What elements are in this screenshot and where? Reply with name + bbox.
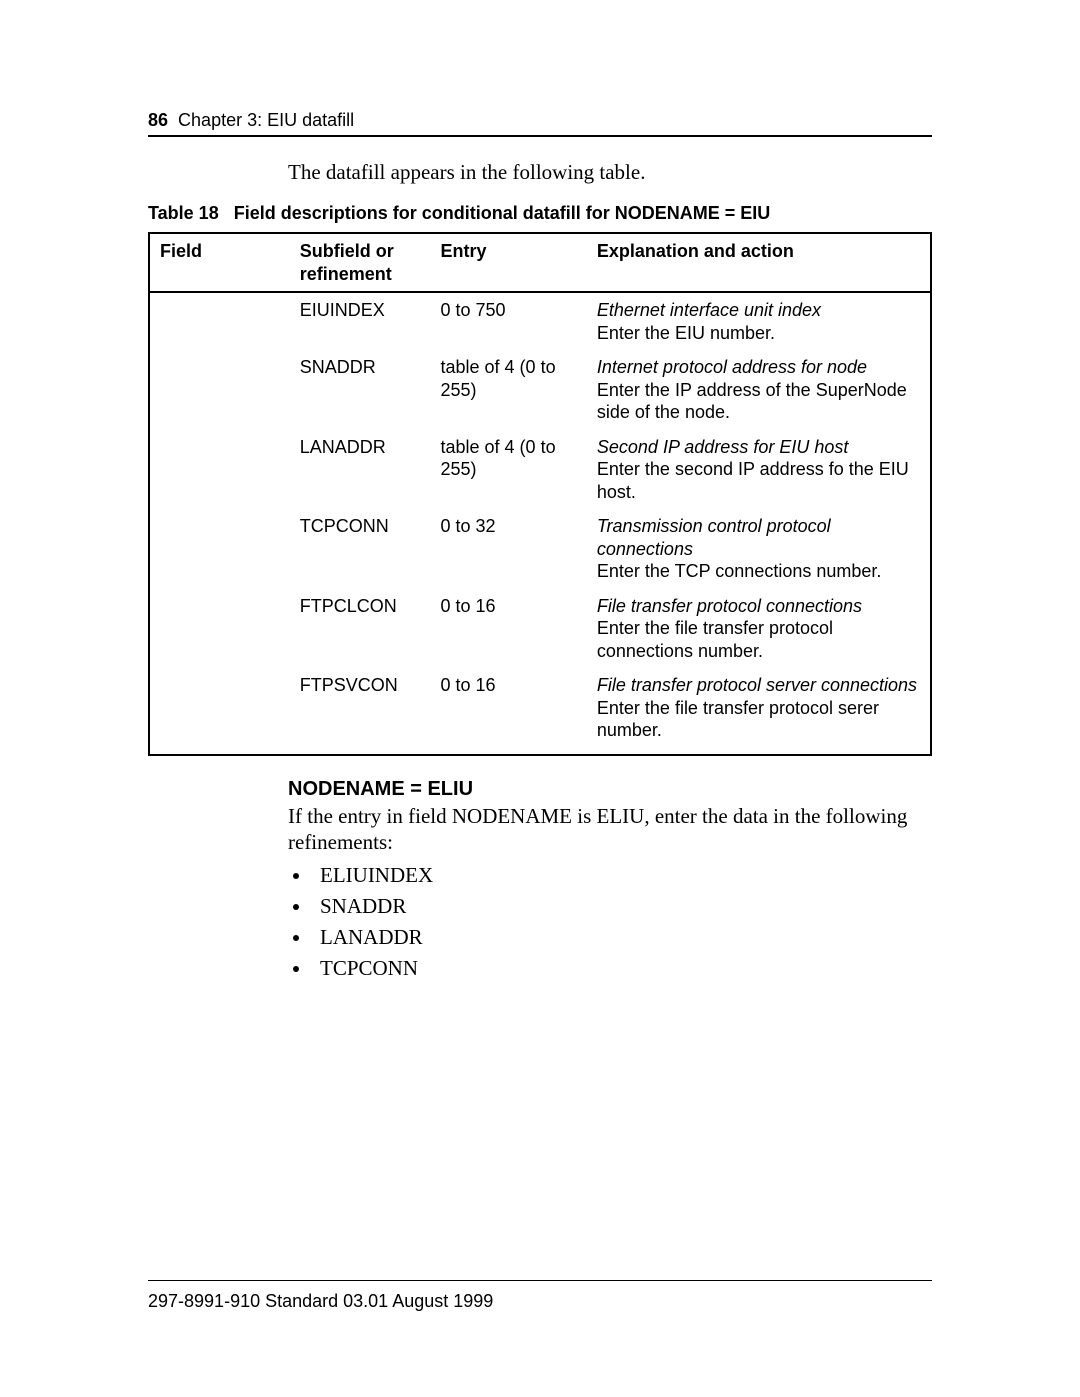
page-container: 86 Chapter 3: EIU datafill The datafill … <box>0 0 1080 1397</box>
col-entry: Entry <box>431 233 587 292</box>
cell-entry: 0 to 16 <box>431 589 587 669</box>
explanation-action: Enter the EIU number. <box>597 323 775 343</box>
table-caption: Table 18 Field descriptions for conditio… <box>148 203 932 224</box>
refinements-list: ELIUINDEX SNADDR LANADDR TCPCONN <box>288 863 932 981</box>
explanation-action: Enter the IP address of the SuperNode si… <box>597 380 907 423</box>
explanation-action: Enter the file transfer protocol serer n… <box>597 698 879 741</box>
cell-entry: 0 to 16 <box>431 668 587 755</box>
cell-explanation: Internet protocol address for node Enter… <box>587 350 931 430</box>
cell-explanation: Transmission control protocol connection… <box>587 509 931 589</box>
explanation-title: Internet protocol address for node <box>597 357 867 377</box>
explanation-action: Enter the file transfer protocol connect… <box>597 618 833 661</box>
list-item: TCPCONN <box>312 956 932 981</box>
cell-entry: table of 4 (0 to 255) <box>431 350 587 430</box>
section-heading: NODENAME = ELIU <box>288 778 932 801</box>
cell-entry: 0 to 32 <box>431 509 587 589</box>
explanation-action: Enter the second IP address fo the EIU h… <box>597 459 909 502</box>
section-paragraph: If the entry in field NODENAME is ELIU, … <box>288 803 932 856</box>
cell-subfield: EIUINDEX <box>290 292 431 350</box>
explanation-action: Enter the TCP connections number. <box>597 561 882 581</box>
cell-field <box>149 350 290 430</box>
cell-entry: 0 to 750 <box>431 292 587 350</box>
list-item: LANADDR <box>312 925 932 950</box>
cell-subfield: FTPSVCON <box>290 668 431 755</box>
col-subfield: Subfield or refinement <box>290 233 431 292</box>
table-row: SNADDR table of 4 (0 to 255) Internet pr… <box>149 350 931 430</box>
cell-field <box>149 292 290 350</box>
cell-subfield: SNADDR <box>290 350 431 430</box>
cell-field <box>149 589 290 669</box>
col-field: Field <box>149 233 290 292</box>
datafill-table: Field Subfield or refinement Entry Expla… <box>148 232 932 756</box>
explanation-title: File transfer protocol connections <box>597 596 862 616</box>
chapter-title: Chapter 3: EIU datafill <box>178 110 354 130</box>
table-row: TCPCONN 0 to 32 Transmission control pro… <box>149 509 931 589</box>
col-explanation: Explanation and action <box>587 233 931 292</box>
table-caption-prefix: Table 18 <box>148 203 219 223</box>
list-item: ELIUINDEX <box>312 863 932 888</box>
cell-explanation: Ethernet interface unit index Enter the … <box>587 292 931 350</box>
list-item: SNADDR <box>312 894 932 919</box>
cell-subfield: LANADDR <box>290 430 431 510</box>
table-row: LANADDR table of 4 (0 to 255) Second IP … <box>149 430 931 510</box>
cell-subfield: TCPCONN <box>290 509 431 589</box>
cell-explanation: File transfer protocol server connection… <box>587 668 931 755</box>
intro-paragraph: The datafill appears in the following ta… <box>288 159 932 185</box>
footer-text: 297-8991-910 Standard 03.01 August 1999 <box>148 1291 493 1311</box>
explanation-title: Second IP address for EIU host <box>597 437 848 457</box>
cell-field <box>149 509 290 589</box>
table-row: FTPCLCON 0 to 16 File transfer protocol … <box>149 589 931 669</box>
cell-explanation: Second IP address for EIU host Enter the… <box>587 430 931 510</box>
running-head: 86 Chapter 3: EIU datafill <box>148 110 932 137</box>
explanation-title: Ethernet interface unit index <box>597 300 821 320</box>
table-row: FTPSVCON 0 to 16 File transfer protocol … <box>149 668 931 755</box>
table-row: EIUINDEX 0 to 750 Ethernet interface uni… <box>149 292 931 350</box>
cell-field <box>149 668 290 755</box>
explanation-title: File transfer protocol server connection… <box>597 675 917 695</box>
table-caption-text: Field descriptions for conditional dataf… <box>234 203 771 223</box>
table-header-row: Field Subfield or refinement Entry Expla… <box>149 233 931 292</box>
page-number: 86 <box>148 110 168 130</box>
cell-subfield: FTPCLCON <box>290 589 431 669</box>
cell-field <box>149 430 290 510</box>
cell-explanation: File transfer protocol connections Enter… <box>587 589 931 669</box>
explanation-title: Transmission control protocol connection… <box>597 516 831 559</box>
page-footer: 297-8991-910 Standard 03.01 August 1999 <box>148 1280 932 1312</box>
cell-entry: table of 4 (0 to 255) <box>431 430 587 510</box>
